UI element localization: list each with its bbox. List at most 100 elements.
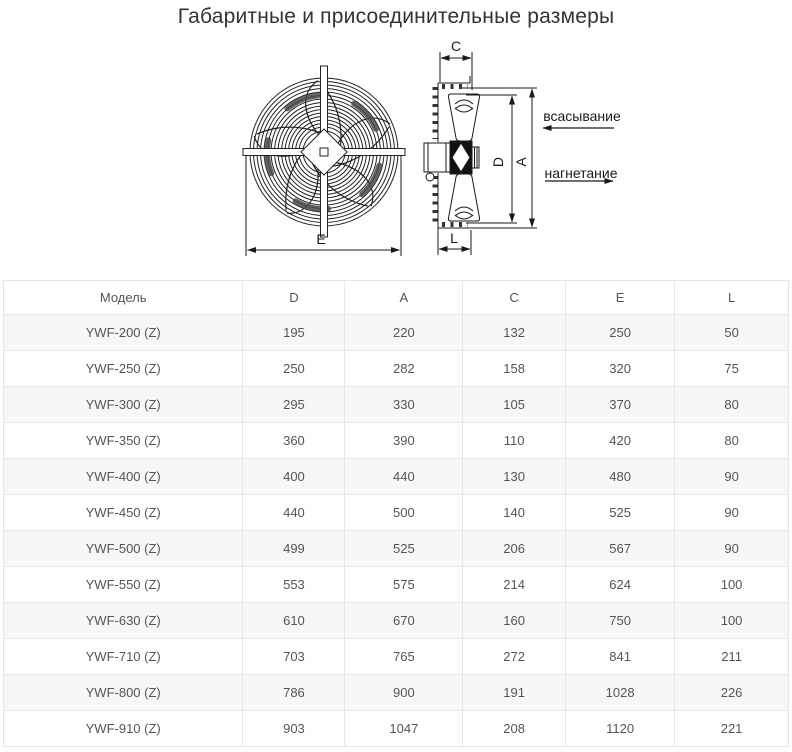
value-cell: 420	[565, 422, 676, 459]
value-cell: 1120	[565, 710, 676, 747]
value-cell: 360	[242, 422, 346, 459]
value-cell: 132	[462, 314, 567, 351]
value-cell: 1028	[565, 674, 676, 711]
model-cell: YWF-350 (Z)	[2, 422, 244, 459]
column-header: A	[344, 280, 464, 315]
model-cell: YWF-500 (Z)	[2, 530, 244, 567]
mounting-wall	[432, 76, 537, 230]
value-cell: 191	[462, 674, 567, 711]
value-cell: 390	[344, 422, 464, 459]
dimension-c	[439, 52, 473, 90]
motor-side	[423, 140, 480, 182]
model-cell: YWF-800 (Z)	[2, 674, 244, 711]
value-cell: 221	[674, 710, 789, 747]
value-cell: 211	[674, 638, 789, 675]
table-row: YWF-800 (Z) 786 900 191 1028 226	[2, 674, 789, 711]
value-cell: 624	[565, 566, 676, 603]
dimensions-table: Модель D A C E L YWF-200 (Z) 195 220 132 250 50 YWF…	[2, 280, 789, 747]
table-row: YWF-630 (Z) 610 670 160 750 100	[2, 602, 789, 639]
value-cell: 100	[674, 602, 789, 639]
dimension-e	[245, 156, 402, 256]
table-body: YWF-200 (Z) 195 220 132 250 50 YWF-250 (Z) 250 2…	[2, 314, 789, 747]
model-cell: YWF-910 (Z)	[2, 710, 244, 747]
dimension-a-label: A	[513, 157, 529, 167]
value-cell: 1047	[344, 710, 464, 747]
table-row: YWF-300 (Z) 295 330 105 370 80	[2, 386, 789, 423]
value-cell: 330	[344, 386, 464, 423]
value-cell: 750	[565, 602, 676, 639]
value-cell: 80	[674, 422, 789, 459]
model-cell: YWF-450 (Z)	[2, 494, 244, 531]
value-cell: 90	[674, 494, 789, 531]
dimension-d	[466, 94, 517, 224]
value-cell: 499	[242, 530, 346, 567]
column-header: E	[565, 280, 676, 315]
value-cell: 295	[242, 386, 346, 423]
value-cell: 208	[462, 710, 567, 747]
value-cell: 841	[565, 638, 676, 675]
value-cell: 525	[344, 530, 464, 567]
value-cell: 525	[565, 494, 676, 531]
value-cell: 80	[674, 386, 789, 423]
value-cell: 50	[674, 314, 789, 351]
hub-cap	[319, 147, 329, 157]
value-cell: 670	[344, 602, 464, 639]
table-row: YWF-450 (Z) 440 500 140 525 90	[2, 494, 789, 531]
table-row: YWF-500 (Z) 499 525 206 567 90	[2, 530, 789, 567]
value-cell: 226	[674, 674, 789, 711]
value-cell: 90	[674, 458, 789, 495]
value-cell: 220	[344, 314, 464, 351]
fan-front-view	[242, 65, 406, 238]
suction-label: всасывание	[543, 108, 621, 124]
value-cell: 158	[462, 350, 567, 387]
value-cell: 90	[674, 530, 789, 567]
table-row: YWF-710 (Z) 703 765 272 841 211	[2, 638, 789, 675]
value-cell: 105	[462, 386, 567, 423]
value-cell: 765	[344, 638, 464, 675]
value-cell: 500	[344, 494, 464, 531]
dimension-l-label: L	[450, 230, 458, 246]
value-cell: 370	[565, 386, 676, 423]
table-row: YWF-400 (Z) 400 440 130 480 90	[2, 458, 789, 495]
table-row: YWF-350 (Z) 360 390 110 420 80	[2, 422, 789, 459]
value-cell: 250	[242, 350, 346, 387]
table-header-row: Модель D A C E L	[2, 280, 789, 315]
fan-side-view	[423, 52, 537, 255]
value-cell: 900	[344, 674, 464, 711]
table-row: YWF-200 (Z) 195 220 132 250 50	[2, 314, 789, 351]
table-row: YWF-910 (Z) 903 1047 208 1120 221	[2, 710, 789, 747]
airflow-annotations	[542, 125, 614, 184]
column-header: C	[462, 280, 567, 315]
value-cell: 110	[462, 422, 567, 459]
value-cell: 480	[565, 458, 676, 495]
page-title: Габаритные и присоединительные размеры	[177, 5, 615, 28]
value-cell: 140	[462, 494, 567, 531]
value-cell: 440	[242, 494, 346, 531]
fan-dimensions-diagram: E	[242, 38, 621, 256]
model-cell: YWF-550 (Z)	[2, 566, 244, 603]
value-cell: 440	[344, 458, 464, 495]
value-cell: 903	[242, 710, 346, 747]
value-cell: 75	[674, 350, 789, 387]
value-cell: 703	[242, 638, 346, 675]
value-cell: 250	[565, 314, 676, 351]
model-cell: YWF-250 (Z)	[2, 350, 244, 387]
dimension-a	[462, 87, 537, 228]
model-cell: YWF-200 (Z)	[2, 314, 244, 351]
dimension-e-label: E	[316, 231, 325, 247]
dimension-l	[437, 230, 472, 255]
column-header: D	[242, 280, 346, 315]
value-cell: 160	[462, 602, 567, 639]
value-cell: 195	[242, 314, 346, 351]
value-cell: 553	[242, 566, 346, 603]
value-cell: 214	[462, 566, 567, 603]
column-header: L	[674, 280, 789, 315]
dimension-c-label: C	[451, 38, 461, 54]
value-cell: 610	[242, 602, 346, 639]
value-cell: 320	[565, 350, 676, 387]
model-cell: YWF-300 (Z)	[2, 386, 244, 423]
value-cell: 786	[242, 674, 346, 711]
value-cell: 575	[344, 566, 464, 603]
table-row: YWF-550 (Z) 553 575 214 624 100	[2, 566, 789, 603]
